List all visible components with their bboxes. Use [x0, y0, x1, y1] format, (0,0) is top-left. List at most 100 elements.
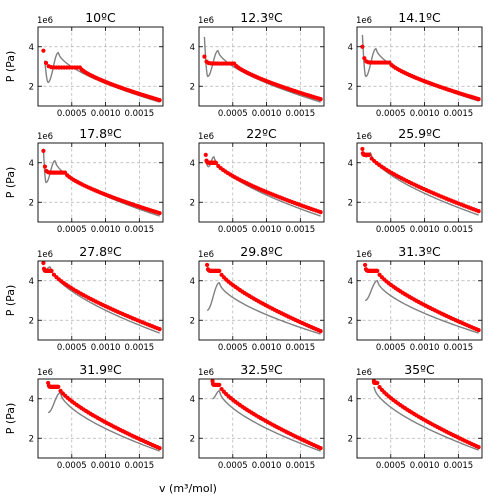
experimental-point — [360, 44, 365, 49]
y-tick-label: 4 — [348, 277, 353, 287]
experimental-point — [318, 446, 323, 451]
experimental-point — [41, 48, 46, 53]
panel-title: 29.8ºC — [240, 244, 283, 259]
experimental-point — [157, 211, 162, 216]
experimental-point — [217, 268, 222, 273]
experimental-point — [43, 60, 49, 65]
x-tick-label: 0.0005 — [218, 225, 248, 235]
panel-title: 27.8ºC — [79, 244, 122, 259]
x-tick-label: 0.0005 — [218, 109, 248, 119]
panel: 2 4 0.0005 0.0010 0.0015 1e6 12.3ºC — [190, 10, 325, 119]
panel-title: 25.9ºC — [398, 126, 441, 141]
y-tick-label: 4 — [348, 43, 353, 53]
y-tick-label: 4 — [190, 159, 195, 169]
y-tick-label: 2 — [190, 82, 195, 92]
x-tick-label: 0.0015 — [285, 343, 315, 353]
axes-frame — [37, 260, 164, 341]
experimental-point — [202, 54, 207, 59]
x-tick-label: 0.0005 — [376, 225, 406, 235]
experimental-point — [42, 164, 48, 169]
y-tick-label: 4 — [190, 395, 195, 405]
y-tick-label: 2 — [190, 316, 195, 326]
x-tick-label: 0.0005 — [376, 343, 406, 353]
x-tick-label: 0.0010 — [252, 109, 282, 119]
y-tick-label: 2 — [348, 82, 353, 92]
axes-frame — [356, 26, 483, 107]
x-tick-label: 0.0005 — [218, 461, 248, 471]
experimental-point — [362, 56, 367, 61]
y-exponent-label: 1e6 — [37, 16, 53, 26]
x-tick-label: 0.0005 — [376, 461, 406, 471]
x-axis-label: v (m³/mol) — [159, 482, 217, 495]
experimental-point — [318, 96, 323, 102]
panel-title: 17.8ºC — [79, 126, 122, 141]
x-tick-label: 0.0015 — [443, 109, 473, 119]
y-tick-label: 2 — [348, 198, 353, 208]
x-tick-label: 0.0015 — [124, 343, 154, 353]
x-tick-label: 0.0015 — [124, 461, 154, 471]
axes-frame — [198, 378, 325, 459]
y-tick-label: 4 — [190, 43, 195, 53]
experimental-point — [476, 328, 481, 333]
y-tick-label: 2 — [348, 434, 353, 444]
x-tick-label: 0.0015 — [443, 343, 473, 353]
experimental-point — [375, 268, 380, 273]
y-tick-label: 4 — [190, 277, 195, 287]
y-exponent-label: 1e6 — [356, 16, 372, 26]
y-tick-label: 4 — [348, 159, 353, 169]
panel: 2 4 0.0005 0.0010 0.0015 1e6 32.5ºC — [190, 362, 325, 471]
panel-title: 10ºC — [85, 10, 116, 25]
y-axis-label: P (Pa) — [4, 285, 17, 317]
panel-title: 31.9ºC — [79, 362, 122, 377]
panel-title: 32.5ºC — [240, 362, 283, 377]
x-tick-label: 0.0005 — [57, 461, 87, 471]
experimental-point — [56, 384, 61, 389]
model-curve — [361, 34, 479, 102]
y-exponent-label: 1e6 — [356, 250, 372, 260]
y-exponent-label: 1e6 — [198, 16, 214, 26]
y-tick-label: 4 — [29, 43, 34, 53]
x-tick-label: 0.0005 — [376, 109, 406, 119]
panel: 2 4 0.0005 0.0010 0.0015 1e6 25.9ºC — [348, 126, 483, 235]
y-exponent-label: 1e6 — [198, 368, 214, 378]
x-tick-label: 0.0015 — [443, 461, 473, 471]
y-axis-label: P (Pa) — [4, 167, 17, 199]
experimental-point — [476, 445, 481, 450]
y-tick-label: 4 — [29, 395, 34, 405]
x-tick-label: 0.0010 — [91, 343, 121, 353]
y-tick-label: 2 — [29, 316, 34, 326]
axes-frame — [198, 26, 325, 107]
x-tick-label: 0.0005 — [218, 343, 248, 353]
axes-frame — [198, 142, 325, 223]
x-tick-label: 0.0015 — [285, 461, 315, 471]
experimental-point — [217, 382, 222, 388]
model-curve — [373, 386, 479, 451]
x-tick-label: 0.0010 — [252, 343, 282, 353]
y-tick-label: 4 — [29, 277, 34, 287]
model-curve — [47, 391, 160, 452]
panel: 2 4 0.0005 0.0010 0.0015 1e6 35ºC — [348, 362, 483, 471]
panel: 2 4 0.0005 0.0010 0.0015 1e6 14.1ºC — [348, 10, 483, 119]
panel: 2 4 0.0005 0.0010 0.0015 1e6 31.9ºC P (Pa) — [4, 362, 164, 471]
y-tick-label: 4 — [29, 159, 34, 169]
y-tick-label: 2 — [348, 316, 353, 326]
experimental-point — [318, 210, 323, 215]
x-tick-label: 0.0010 — [410, 109, 440, 119]
panel-title: 14.1ºC — [398, 10, 441, 25]
x-tick-label: 0.0010 — [252, 225, 282, 235]
y-axis-label: P (Pa) — [4, 403, 17, 435]
panel: 2 4 0.0005 0.0010 0.0015 1e6 29.8ºC — [190, 244, 325, 353]
panel-title: 22ºC — [246, 126, 277, 141]
panel: 2 4 0.0005 0.0010 0.0015 1e6 10ºC P (Pa) — [4, 10, 164, 119]
x-tick-label: 0.0010 — [410, 225, 440, 235]
y-exponent-label: 1e6 — [198, 250, 214, 260]
panel-title: 12.3ºC — [240, 10, 283, 25]
y-tick-label: 2 — [190, 198, 195, 208]
experimental-point — [205, 262, 210, 268]
x-tick-label: 0.0010 — [91, 109, 121, 119]
experimental-point — [157, 97, 162, 103]
experimental-point — [49, 268, 54, 273]
axes-frame — [37, 26, 164, 107]
y-tick-label: 2 — [29, 434, 34, 444]
